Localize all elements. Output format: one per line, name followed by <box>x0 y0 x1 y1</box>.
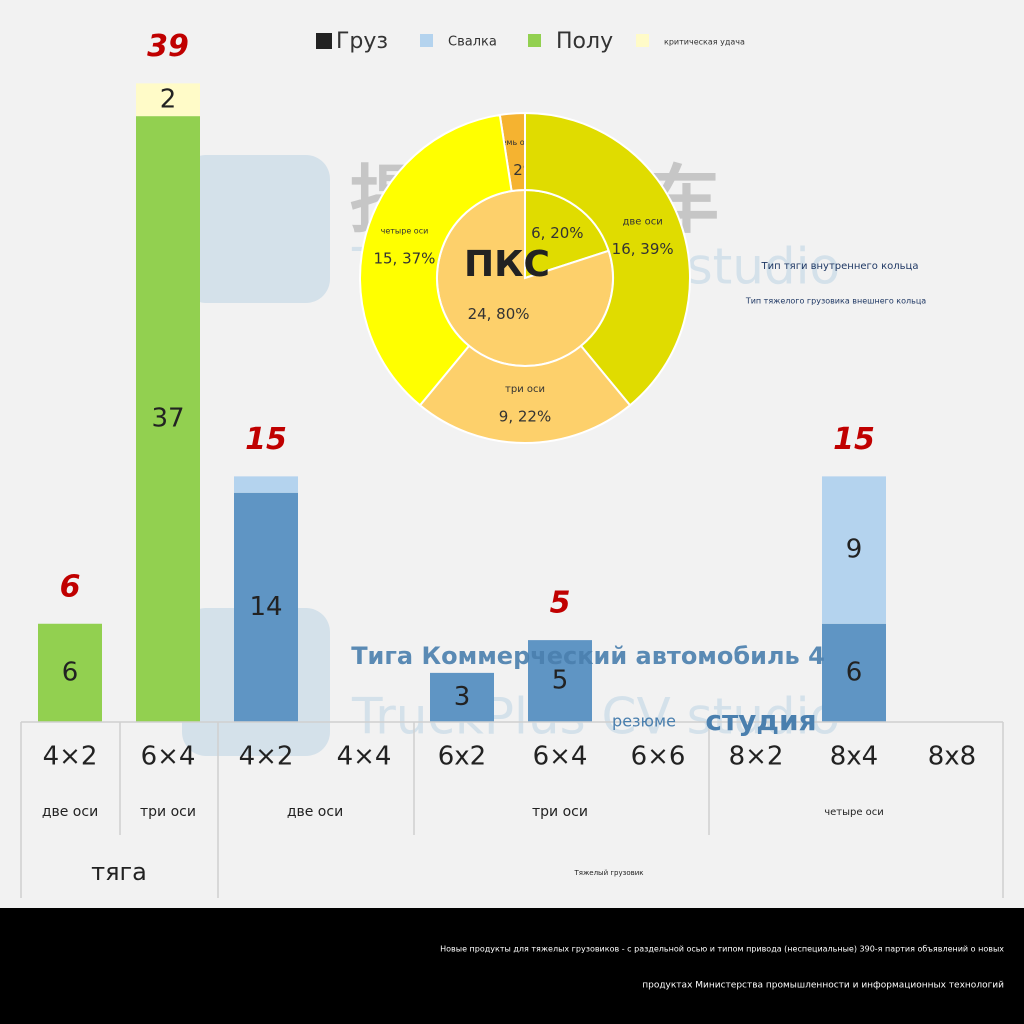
x-tick-label: 8×2 <box>729 742 784 772</box>
pie-slice <box>524 111 691 407</box>
x-tick-label: 6×4 <box>141 742 196 772</box>
pie-slice <box>418 344 632 444</box>
legend-swatch <box>316 33 332 49</box>
slice-value-label: 16, 39% <box>612 240 674 258</box>
bar-segment <box>430 672 494 722</box>
axle-group-label: четыре оси <box>824 807 884 818</box>
legend-label: Груз <box>336 29 388 54</box>
x-tick-label: 6x2 <box>438 742 486 772</box>
slice-value-label: 9, 22% <box>499 408 551 426</box>
bar-segment <box>234 476 298 493</box>
bar-value-label: 9 <box>846 535 863 565</box>
bar-value-label: 2 <box>160 84 177 114</box>
bar-segment <box>234 492 298 722</box>
footer-text: Новые продукты для тяжелых грузовиков - … <box>440 945 1004 954</box>
x-tick-label: 4×4 <box>337 742 392 772</box>
footer-text: продуктах Министерства промышленности и … <box>642 981 1004 991</box>
bar-value-label: 6 <box>62 657 79 687</box>
ring-legend: Тип тяги внутреннего кольца <box>761 261 919 272</box>
x-tick-label: 6×4 <box>533 742 588 772</box>
legend-label: Полу <box>556 29 613 54</box>
x-tick-label: 6×6 <box>631 742 686 772</box>
slice-value-label: 24, 80% <box>468 305 530 323</box>
slice-value-label: 15, 37% <box>373 249 435 267</box>
slice-name-label: две оси <box>623 217 663 228</box>
total-label: 6 <box>60 569 81 604</box>
legend-label: Свалка <box>448 35 497 50</box>
overlay-title: Тига Коммерческий автомобиль 4 <box>351 642 825 670</box>
overlay-studio: студия <box>705 704 816 737</box>
x-tick-label: 8x4 <box>830 742 878 772</box>
axle-group-label: три оси <box>532 804 588 820</box>
type-group-label: тяга <box>91 858 147 886</box>
overlay-note: резюме <box>612 712 676 731</box>
slice-name-label: семь оси <box>497 138 534 147</box>
legend-label: критическая удача <box>664 38 745 47</box>
legend-swatch <box>636 34 649 47</box>
bar-segment <box>136 83 200 117</box>
total-label: 39 <box>147 29 189 64</box>
pie-title: ПКС <box>464 244 550 285</box>
legend-swatch <box>420 34 433 47</box>
axle-group-label: три оси <box>140 804 196 820</box>
bar-value-label: 5 <box>552 666 569 696</box>
logo <box>182 155 330 303</box>
bar-value-label: 14 <box>249 592 282 622</box>
total-label: 15 <box>833 422 875 457</box>
legend-swatch <box>528 34 541 47</box>
slice-name-label: четыре оси <box>381 226 429 235</box>
x-tick-label: 4×2 <box>43 742 98 772</box>
bar-segment <box>38 623 102 722</box>
bar-value-label: 37 <box>151 404 184 434</box>
slice-name-label: три оси <box>505 384 545 395</box>
pie-slice <box>359 113 513 407</box>
bar-segment <box>528 640 592 722</box>
x-tick-label: 4×2 <box>239 742 294 772</box>
type-group-label: Тяжелый грузовик <box>573 869 643 877</box>
axle-group-label: две оси <box>42 804 98 820</box>
bar-value-label: 3 <box>454 682 471 712</box>
bar-segment <box>136 116 200 722</box>
ring-legend: Тип тяжелого грузовика внешнего кольца <box>745 297 926 306</box>
bar-segment <box>822 623 886 722</box>
footer-band <box>0 908 1024 1024</box>
axle-group-label: две оси <box>287 804 343 820</box>
slice-value-label: 6, 20% <box>531 224 583 242</box>
bar-segment <box>822 476 886 624</box>
total-label: 5 <box>550 586 571 621</box>
x-tick-label: 8x8 <box>928 742 976 772</box>
bar-value-label: 6 <box>846 657 863 687</box>
total-label: 15 <box>245 422 287 457</box>
